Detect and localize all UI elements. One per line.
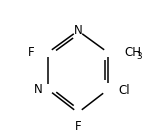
- Text: F: F: [75, 120, 81, 133]
- Text: Cl: Cl: [119, 84, 130, 97]
- Text: N: N: [34, 83, 43, 96]
- Text: N: N: [74, 24, 82, 37]
- Text: F: F: [28, 46, 35, 59]
- Text: 3: 3: [136, 51, 142, 61]
- Text: CH: CH: [124, 46, 141, 59]
